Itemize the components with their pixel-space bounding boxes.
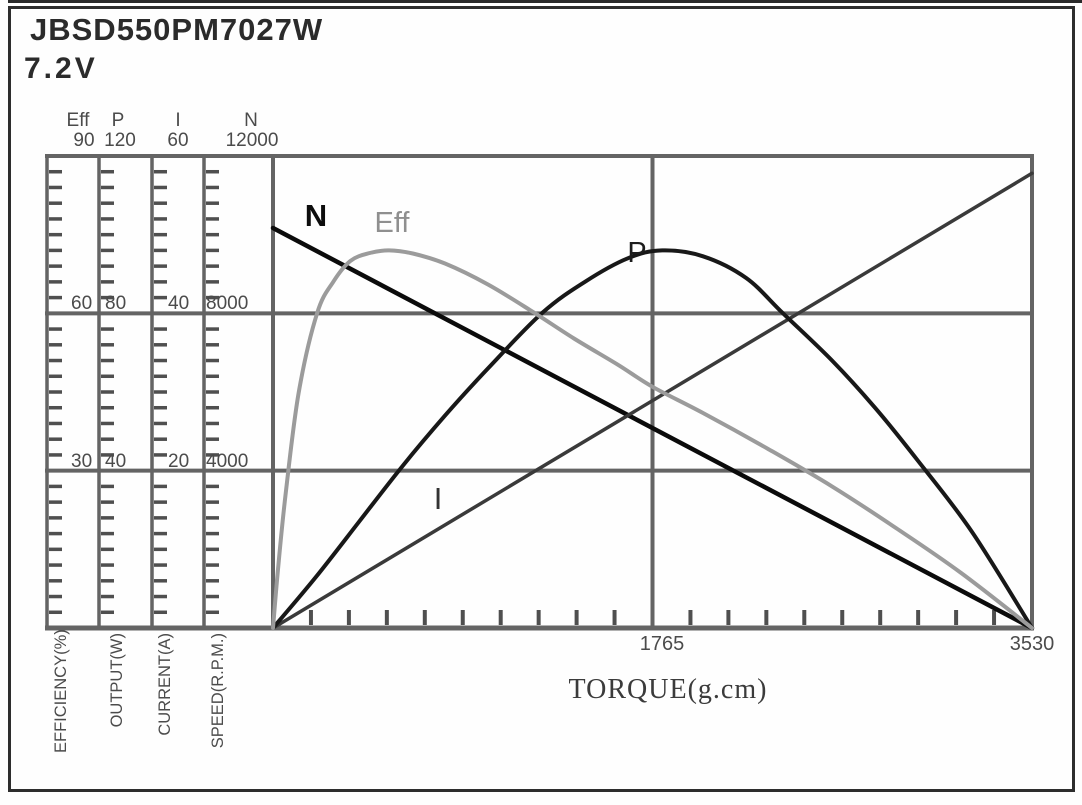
- series-curve-eff: [271, 248, 1034, 630]
- curve-label-eff: Eff: [374, 207, 410, 239]
- tick-eff-30: 30: [71, 451, 93, 472]
- axis-header-eff: Eff: [66, 110, 90, 131]
- tick-i-40: 40: [168, 293, 190, 314]
- unit-label-speed: SPEED(R.P.M.): [209, 633, 227, 749]
- unit-label-current: CURRENT(A): [156, 633, 174, 736]
- tick-p-40: 40: [105, 451, 127, 472]
- series-curve-i: [271, 171, 1034, 630]
- curve-label-i: I: [433, 481, 443, 516]
- tick-n-8000: 8000: [206, 293, 249, 314]
- x-tick-1765: 1765: [639, 633, 685, 655]
- x-axis-title: TORQUE(g.cm): [568, 674, 768, 705]
- curve-label-p: P: [627, 237, 647, 269]
- voltage-label: 7.2V: [24, 52, 98, 85]
- sheet-border: [8, 6, 1075, 792]
- axis-max-p: 120: [104, 130, 136, 151]
- top-edge-line: [8, 0, 1082, 3]
- tick-n-4000: 4000: [206, 451, 249, 472]
- axis-header-p: P: [111, 110, 125, 131]
- tick-eff-60: 60: [71, 293, 93, 314]
- tick-i-20: 20: [168, 451, 190, 472]
- unit-label-output: OUTPUT(W): [108, 633, 126, 728]
- axis-header-i: I: [175, 110, 181, 131]
- curve-label-n: N: [304, 198, 328, 233]
- axis-max-eff: 90: [73, 130, 95, 151]
- unit-label-efficiency: EFFICIENCY(%): [52, 629, 70, 753]
- axis-max-n: 12000: [225, 130, 279, 151]
- series-curve-n: [270, 225, 1035, 631]
- axis-max-i: 60: [167, 130, 189, 151]
- page-title: JBSD550PM7027W: [30, 12, 324, 47]
- x-tick-3530: 3530: [1009, 633, 1055, 655]
- axis-header-n: N: [244, 110, 258, 131]
- tick-p-80: 80: [105, 293, 127, 314]
- series-curve-p: [271, 248, 1034, 630]
